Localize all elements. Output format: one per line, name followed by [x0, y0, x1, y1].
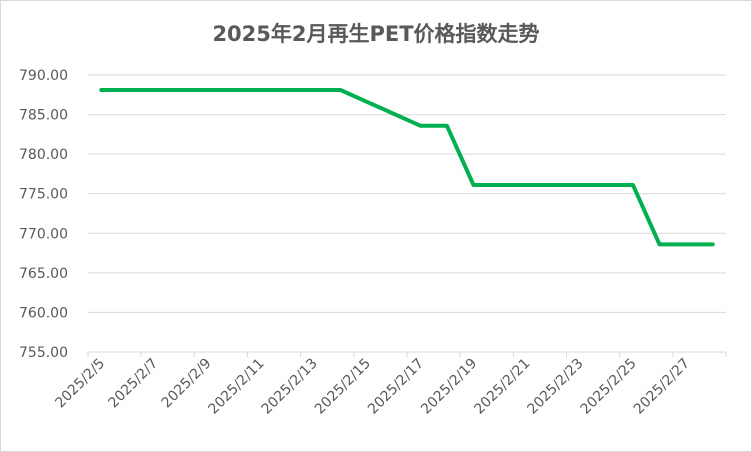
x-axis — [87, 351, 727, 357]
x-tick-label: 2025/2/13 — [259, 356, 321, 418]
y-tick-label: 785.00 — [19, 108, 68, 124]
x-tick-label: 2025/2/23 — [525, 356, 587, 418]
x-tick-label: 2025/2/17 — [365, 356, 427, 418]
y-tick-label: 780.00 — [19, 147, 68, 163]
y-axis-tick-labels: 755.00 760.00 765.00 770.00 775.00 780.00 785.… — [19, 68, 68, 361]
gridlines — [88, 74, 726, 313]
y-tick-label: 790.00 — [19, 68, 68, 84]
x-tick-label: 2025/2/27 — [631, 356, 693, 418]
y-tick-label: 755.00 — [19, 345, 68, 361]
series-line — [99, 88, 715, 247]
x-tick-label: 2025/2/9 — [159, 356, 215, 412]
y-tick-label: 760.00 — [19, 305, 68, 321]
x-tick-label: 2025/2/11 — [206, 356, 268, 418]
x-tick-label: 2025/2/7 — [106, 356, 162, 412]
y-tick-label: 765.00 — [19, 266, 68, 282]
x-tick-label: 2025/2/15 — [312, 356, 374, 418]
series-group — [99, 88, 715, 247]
x-tick-label: 2025/2/5 — [52, 356, 108, 412]
x-tick-label: 2025/2/21 — [471, 356, 533, 418]
y-tick-label: 770.00 — [19, 226, 68, 242]
x-axis-tick-labels: 2025/2/52025/2/72025/2/92025/2/112025/2/… — [52, 356, 693, 418]
chart-title: 2025年2月再生PET价格指数走势 — [212, 22, 540, 46]
x-tick-label: 2025/2/19 — [418, 356, 480, 418]
x-tick-label: 2025/2/25 — [578, 356, 640, 418]
y-tick-label: 775.00 — [19, 187, 68, 203]
